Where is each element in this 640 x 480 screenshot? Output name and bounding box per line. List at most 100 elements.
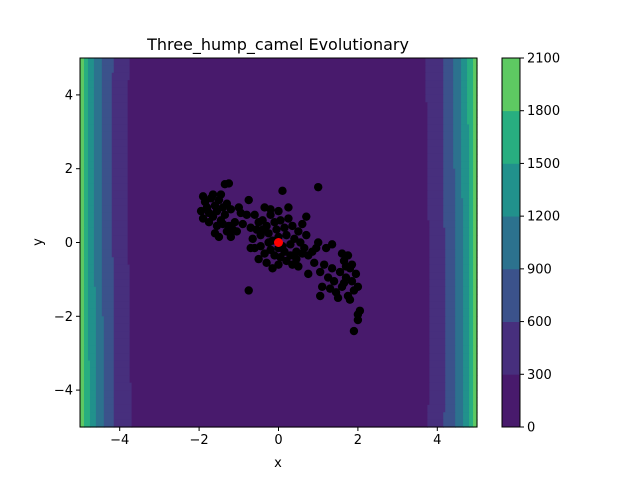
contour-cell [80, 102, 85, 111]
contour-cell [101, 249, 113, 258]
contour-cell [455, 345, 464, 354]
contour-cell [463, 404, 470, 413]
contour-cell [443, 72, 454, 81]
contour-cell [80, 58, 85, 66]
contour-cell [80, 146, 85, 155]
contour-cell [129, 345, 430, 354]
contour-cell [93, 117, 103, 126]
x-tick-label: −2 [190, 433, 209, 448]
contour-cell [111, 124, 129, 133]
contour-cell [103, 331, 115, 340]
contour-cell [455, 316, 464, 325]
contour-cell [101, 80, 113, 89]
contour-cell [113, 257, 129, 266]
contour-cell [83, 117, 89, 126]
contour-cell [453, 65, 462, 74]
contour-cell [445, 235, 456, 244]
contour-cell [93, 279, 103, 288]
contour-cell [445, 227, 456, 236]
contour-cell [463, 316, 470, 325]
contour-cell [445, 323, 456, 332]
contour-cell [87, 117, 95, 126]
contour-cell [87, 264, 95, 273]
contour-cell [427, 212, 444, 221]
contour-cell [469, 242, 474, 251]
population-point [266, 205, 275, 214]
contour-cell [80, 72, 85, 81]
contour-cell [455, 205, 464, 214]
contour-cell [87, 190, 95, 199]
contour-cell [473, 94, 478, 103]
contour-cell [83, 109, 89, 118]
contour-cell [461, 94, 468, 103]
contour-cell [453, 131, 462, 140]
contour-cell [467, 87, 474, 96]
contour-cell [443, 220, 456, 229]
contour-cell [89, 360, 97, 369]
contour-cell [113, 390, 133, 399]
contour-cell [455, 183, 462, 192]
contour-cell [461, 131, 470, 140]
contour-cell [443, 131, 454, 140]
contour-cell [87, 124, 95, 133]
contour-cell [455, 235, 464, 244]
contour-cell [89, 375, 97, 384]
population-point [280, 223, 289, 232]
contour-cell [453, 146, 462, 155]
contour-cell [463, 198, 470, 207]
contour-cell [80, 249, 85, 258]
contour-cell [473, 198, 478, 207]
contour-cell [467, 65, 474, 74]
contour-cell [80, 272, 85, 280]
contour-cell [473, 205, 478, 214]
contour-cell [80, 205, 85, 214]
contour-cell [461, 58, 468, 66]
contour-cell [463, 419, 470, 428]
contour-cell [93, 249, 103, 258]
contour-cell [80, 94, 85, 103]
contour-cell [80, 316, 85, 325]
contour-cell [455, 353, 464, 362]
population-point [220, 210, 230, 220]
contour-cell [111, 94, 129, 103]
contour-cell [445, 257, 456, 266]
contour-cell [473, 419, 478, 428]
contour-cell [95, 382, 105, 391]
contour-cell [453, 124, 462, 133]
contour-cell [443, 146, 454, 155]
contour-cell [103, 412, 115, 421]
contour-cell [89, 382, 97, 391]
contour-cell [469, 257, 474, 266]
contour-cell [80, 419, 85, 428]
contour-cell [80, 353, 85, 362]
contour-cell [129, 65, 426, 74]
contour-cell [87, 102, 95, 111]
contour-cell [87, 72, 95, 81]
contour-cell [87, 301, 97, 310]
contour-cell [111, 161, 129, 170]
contour-cell [127, 94, 426, 103]
contour-cell [83, 102, 89, 111]
contour-cell [80, 183, 85, 192]
contour-cell [443, 117, 454, 126]
contour-cell [429, 272, 446, 280]
colorbar-band [502, 268, 520, 322]
y-tick-label: 2 [65, 162, 73, 177]
contour-cell [443, 419, 456, 428]
contour-cell [453, 72, 462, 81]
contour-cell [89, 397, 97, 406]
contour-cell [95, 375, 105, 384]
contour-cell [80, 294, 85, 303]
contour-cell [429, 323, 446, 332]
contour-cell [425, 87, 444, 96]
contour-cell [453, 153, 462, 162]
contour-cell [87, 286, 97, 295]
contour-cell [455, 168, 462, 177]
contour-cell [469, 323, 474, 332]
contour-cell [111, 176, 129, 185]
contour-cell [473, 257, 478, 266]
population-point [244, 286, 253, 295]
contour-cell [93, 242, 103, 251]
contour-cell [113, 345, 131, 354]
contour-cell [469, 227, 474, 236]
